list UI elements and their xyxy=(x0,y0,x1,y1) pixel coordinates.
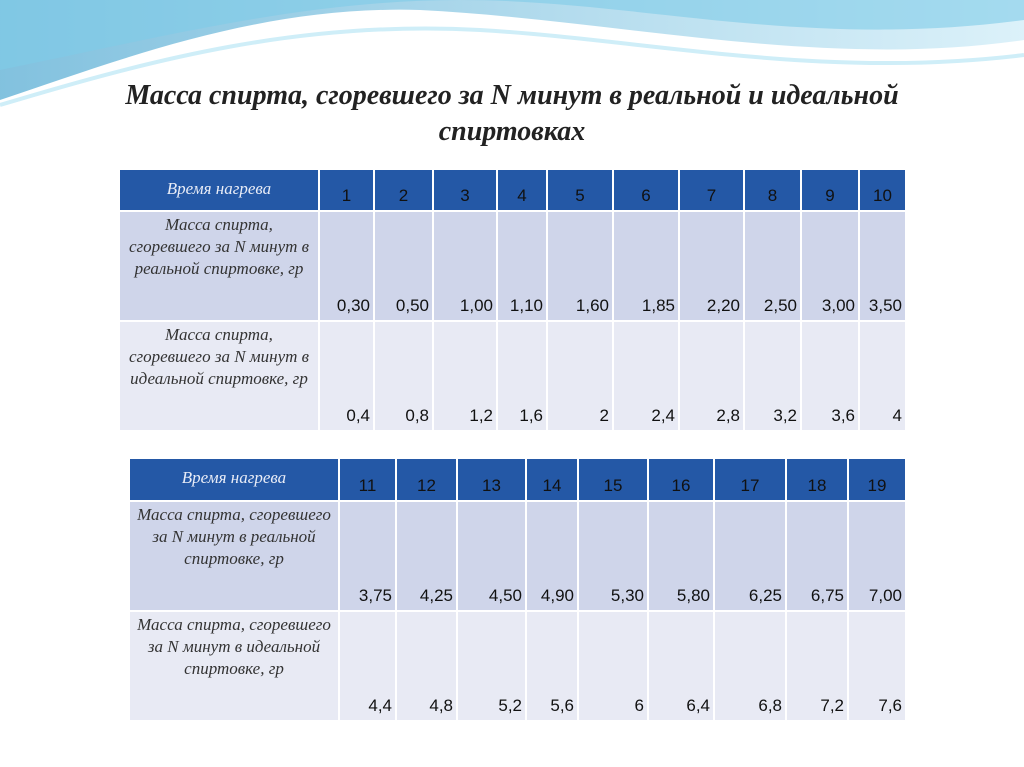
cell: 4,25 xyxy=(395,500,458,612)
cell: 2,50 xyxy=(743,210,802,322)
cell: 2,8 xyxy=(678,320,745,432)
cell: 3,50 xyxy=(858,210,907,322)
row-label: Масса спирта, сгоревшего за N минут в ре… xyxy=(128,500,340,612)
cell: 10 xyxy=(858,168,907,212)
cell: 2,4 xyxy=(612,320,680,432)
row-label: Масса спирта, сгоревшего за N минут в ид… xyxy=(128,610,340,722)
cell: 1,2 xyxy=(432,320,498,432)
cell: 3 xyxy=(432,168,498,212)
cell: 6 xyxy=(612,168,680,212)
cell: 3,75 xyxy=(338,500,397,612)
cell: 9 xyxy=(800,168,860,212)
data-table: Время нагрева 11 12 13 14 15 16 17 18 19 Масса спи… xyxy=(128,457,907,722)
cell: 5 xyxy=(546,168,614,212)
cell: 0,8 xyxy=(373,320,434,432)
cell: 4 xyxy=(496,168,548,212)
cell: 17 xyxy=(713,457,787,502)
cell: 5,30 xyxy=(577,500,649,612)
cell: 7,2 xyxy=(785,610,849,722)
cell: 4,90 xyxy=(525,500,579,612)
cell: 6,25 xyxy=(713,500,787,612)
cell: 6,8 xyxy=(713,610,787,722)
cell: 19 xyxy=(847,457,907,502)
wave-background xyxy=(0,0,1024,107)
table-row: Время нагрева 1 2 3 4 5 6 7 8 9 10 xyxy=(118,168,907,212)
cell: 13 xyxy=(456,457,527,502)
cell: 0,30 xyxy=(318,210,375,322)
cell: 5,2 xyxy=(456,610,527,722)
cell: 3,00 xyxy=(800,210,860,322)
cell: 4 xyxy=(858,320,907,432)
cell: 14 xyxy=(525,457,579,502)
cell: 12 xyxy=(395,457,458,502)
cell: 8 xyxy=(743,168,802,212)
cell: 4,8 xyxy=(395,610,458,722)
cell: 16 xyxy=(647,457,715,502)
cell: 7 xyxy=(678,168,745,212)
cell: 4,4 xyxy=(338,610,397,722)
table-row: Время нагрева 11 12 13 14 15 16 17 18 19 xyxy=(128,457,907,502)
cell: 15 xyxy=(577,457,649,502)
table-row: Масса спирта, сгоревшего за N минут в ид… xyxy=(128,610,907,722)
cell: 3,2 xyxy=(743,320,802,432)
cell: 5,6 xyxy=(525,610,579,722)
row-label: Масса спирта, сгоревшего за N минут в ре… xyxy=(118,210,320,322)
table-row: Масса спирта, сгоревшего за N минут в ре… xyxy=(118,210,907,322)
slide-title: Масса спирта, сгоревшего за N минут в ре… xyxy=(125,80,899,147)
cell: 6 xyxy=(577,610,649,722)
cell: 3,6 xyxy=(800,320,860,432)
cell: 1,00 xyxy=(432,210,498,322)
row-label: Время нагрева xyxy=(128,457,340,502)
cell: 6,75 xyxy=(785,500,849,612)
cell: 1,60 xyxy=(546,210,614,322)
cell: 1,10 xyxy=(496,210,548,322)
cell: 1,6 xyxy=(496,320,548,432)
table-row: Масса спирта, сгоревшего за N минут в ре… xyxy=(128,500,907,612)
cell: 2,20 xyxy=(678,210,745,322)
data-table: Время нагрева 1 2 3 4 5 6 7 8 9 10 Масса спирта, сг… xyxy=(118,168,907,432)
cell: 11 xyxy=(338,457,397,502)
cell: 18 xyxy=(785,457,849,502)
cell: 5,80 xyxy=(647,500,715,612)
cell: 2 xyxy=(546,320,614,432)
row-label: Время нагрева xyxy=(118,168,320,212)
cell: 0,50 xyxy=(373,210,434,322)
cell: 7,00 xyxy=(847,500,907,612)
cell: 1 xyxy=(318,168,375,212)
cell: 7,6 xyxy=(847,610,907,722)
cell: 2 xyxy=(373,168,434,212)
table-row: Масса спирта, сгоревшего за N минут в ид… xyxy=(118,320,907,432)
cell: 4,50 xyxy=(456,500,527,612)
row-label: Масса спирта, сгоревшего за N минут в ид… xyxy=(118,320,320,432)
cell: 0,4 xyxy=(318,320,375,432)
cell: 1,85 xyxy=(612,210,680,322)
cell: 6,4 xyxy=(647,610,715,722)
